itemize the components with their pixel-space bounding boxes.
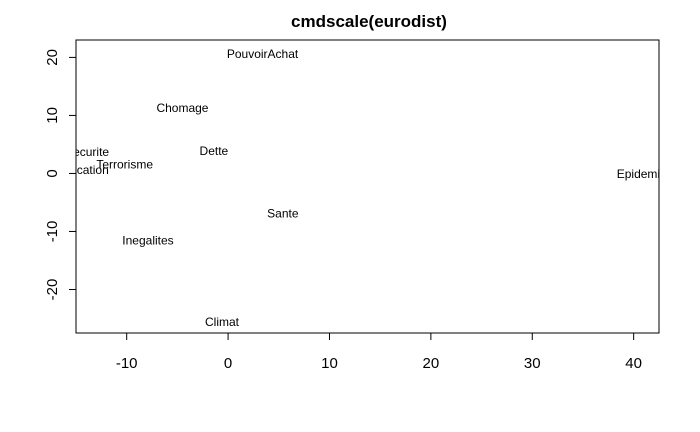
y-tick-label: 0: [44, 169, 61, 177]
y-tick-label: -10: [44, 221, 61, 243]
y-tick-label: 10: [44, 107, 61, 124]
point-label: Education: [55, 163, 108, 177]
y-axis: -20 -10 0 10 20: [44, 49, 77, 301]
x-tick-label: 10: [321, 355, 338, 372]
y-tick-label: 20: [44, 49, 61, 66]
y-tick-label: -20: [44, 279, 61, 301]
point-label: Insecurite: [57, 145, 109, 159]
point-label: Dette: [200, 144, 229, 158]
plot-frame: [75, 39, 660, 334]
x-tick-label: 30: [524, 355, 541, 372]
x-tick-label: 20: [423, 355, 440, 372]
point-labels: PouvoirAchat Chomage Insecurite Dette Terror…: [55, 47, 667, 329]
chart-title: cmdscale(eurodist): [291, 12, 447, 31]
x-tick-label: 0: [224, 355, 232, 372]
point-label: Epidemie: [617, 167, 667, 181]
point-label: Climat: [205, 315, 240, 329]
x-axis: -10 0 10 20 30 40: [116, 332, 642, 372]
point-label: Chomage: [156, 101, 208, 115]
x-tick-label: -10: [116, 355, 138, 372]
point-label: PouvoirAchat: [227, 47, 299, 61]
point-label: Sante: [267, 206, 299, 220]
x-tick-label: 40: [625, 355, 642, 372]
point-label: Inegalites: [122, 234, 173, 248]
point-label: Terrorisme: [96, 158, 153, 172]
